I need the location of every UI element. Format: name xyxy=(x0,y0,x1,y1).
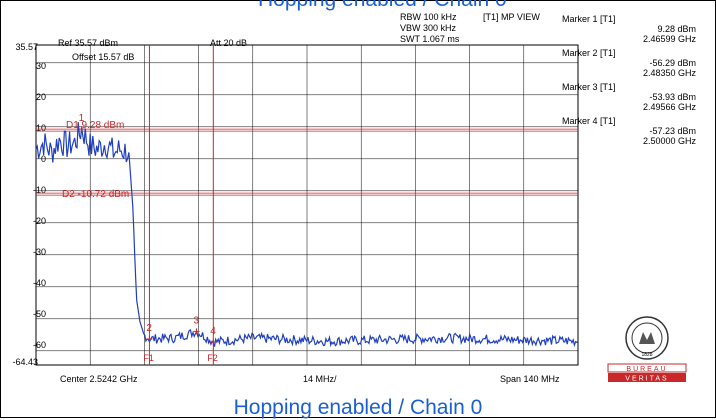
span-label: Span 140 MHz xyxy=(500,374,560,384)
swt-label: SWT 1.067 ms xyxy=(400,34,460,44)
marker-1-symbol xyxy=(78,126,85,133)
f1-line-label: F1 xyxy=(143,353,154,363)
vbw-label: VBW 300 kHz xyxy=(400,23,457,33)
marker-4-label: 4 xyxy=(210,326,216,337)
marker-frequency: 2.50000 GHz xyxy=(642,136,696,146)
reference-lines xyxy=(36,45,578,365)
marker-3-label: 3 xyxy=(194,315,200,326)
attenuation-label: Att 20 dB xyxy=(210,38,248,48)
y-axis-top-label: 35.57 xyxy=(15,42,38,52)
marker-item: Marker 4 [T1] -57.23 dBm 2.50000 GHz xyxy=(562,116,696,146)
marker-level: -56.29 dBm xyxy=(649,58,696,68)
bottom-caption: Hopping enabled / Chain 0 xyxy=(233,396,483,419)
grid xyxy=(36,45,578,365)
y-tick-label: 20 xyxy=(35,92,46,102)
y-tick-label: -10 xyxy=(32,185,46,195)
view-mode-label: [T1] MP VIEW xyxy=(483,12,540,22)
trace-markers xyxy=(78,126,217,345)
y-tick-label: -50 xyxy=(32,309,46,319)
marker-level: -57.23 dBm xyxy=(649,126,696,136)
marker-list: Marker 1 [T1] 9.28 dBm 2.46599 GHz Marke… xyxy=(562,14,696,150)
offset-label: Offset 15.57 dB xyxy=(72,52,135,62)
marker-frequency: 2.49566 GHz xyxy=(642,102,696,112)
y-tick-label: -60 xyxy=(32,340,46,350)
rbw-label: RBW 100 kHz xyxy=(400,12,457,22)
marker-3-symbol xyxy=(193,328,200,335)
ref-level-label: Ref 35.57 dBm xyxy=(58,38,119,48)
marker-item: Marker 3 [T1] -53.93 dBm 2.49566 GHz xyxy=(562,82,696,112)
d1-line-label: D1 9.28 dBm xyxy=(66,120,124,131)
y-axis-bottom-label: -64.43 xyxy=(12,357,38,367)
y-tick-label: -20 xyxy=(32,216,46,226)
f2-line-label: F2 xyxy=(207,353,218,363)
marker-2-label: 2 xyxy=(146,323,152,334)
center-frequency-label: Center 2.5242 GHz xyxy=(60,374,138,384)
marker-2-symbol xyxy=(146,335,153,342)
marker-frequency: 2.46599 GHz xyxy=(642,34,696,44)
division-label: 14 MHz/ xyxy=(303,374,337,384)
d2-line-label: D2 -10.72 dBm xyxy=(62,189,129,200)
marker-title: Marker 3 [T1] xyxy=(562,82,616,92)
logo-year: 1828 xyxy=(641,352,652,358)
spectrum-trace xyxy=(35,121,579,348)
marker-title: Marker 1 [T1] xyxy=(562,14,616,24)
top-caption: Hopping enabled / Chain 0 xyxy=(258,0,507,12)
marker-1-label: 1 xyxy=(79,113,85,124)
marker-item: Marker 1 [T1] 9.28 dBm 2.46599 GHz xyxy=(562,14,696,44)
y-tick-label: 30 xyxy=(35,61,46,71)
marker-level: -53.93 dBm xyxy=(649,92,696,102)
y-tick-label: -30 xyxy=(32,247,46,257)
logo-bureau: BUREAU xyxy=(626,366,667,373)
marker-title: Marker 4 [T1] xyxy=(562,116,616,126)
marker-frequency: 2.48350 GHz xyxy=(642,68,696,78)
logo-veritas: VERITAS xyxy=(625,376,668,383)
bureau-veritas-logo: 1828 BUREAU VERITAS xyxy=(607,316,687,383)
y-tick-label: -40 xyxy=(32,278,46,288)
y-tick-label: 10 xyxy=(35,123,46,133)
marker-4-symbol xyxy=(210,338,217,345)
marker-title: Marker 2 [T1] xyxy=(562,48,616,58)
marker-level: 9.28 dBm xyxy=(657,24,696,34)
marker-item: Marker 2 [T1] -56.29 dBm 2.48350 GHz xyxy=(562,48,696,78)
